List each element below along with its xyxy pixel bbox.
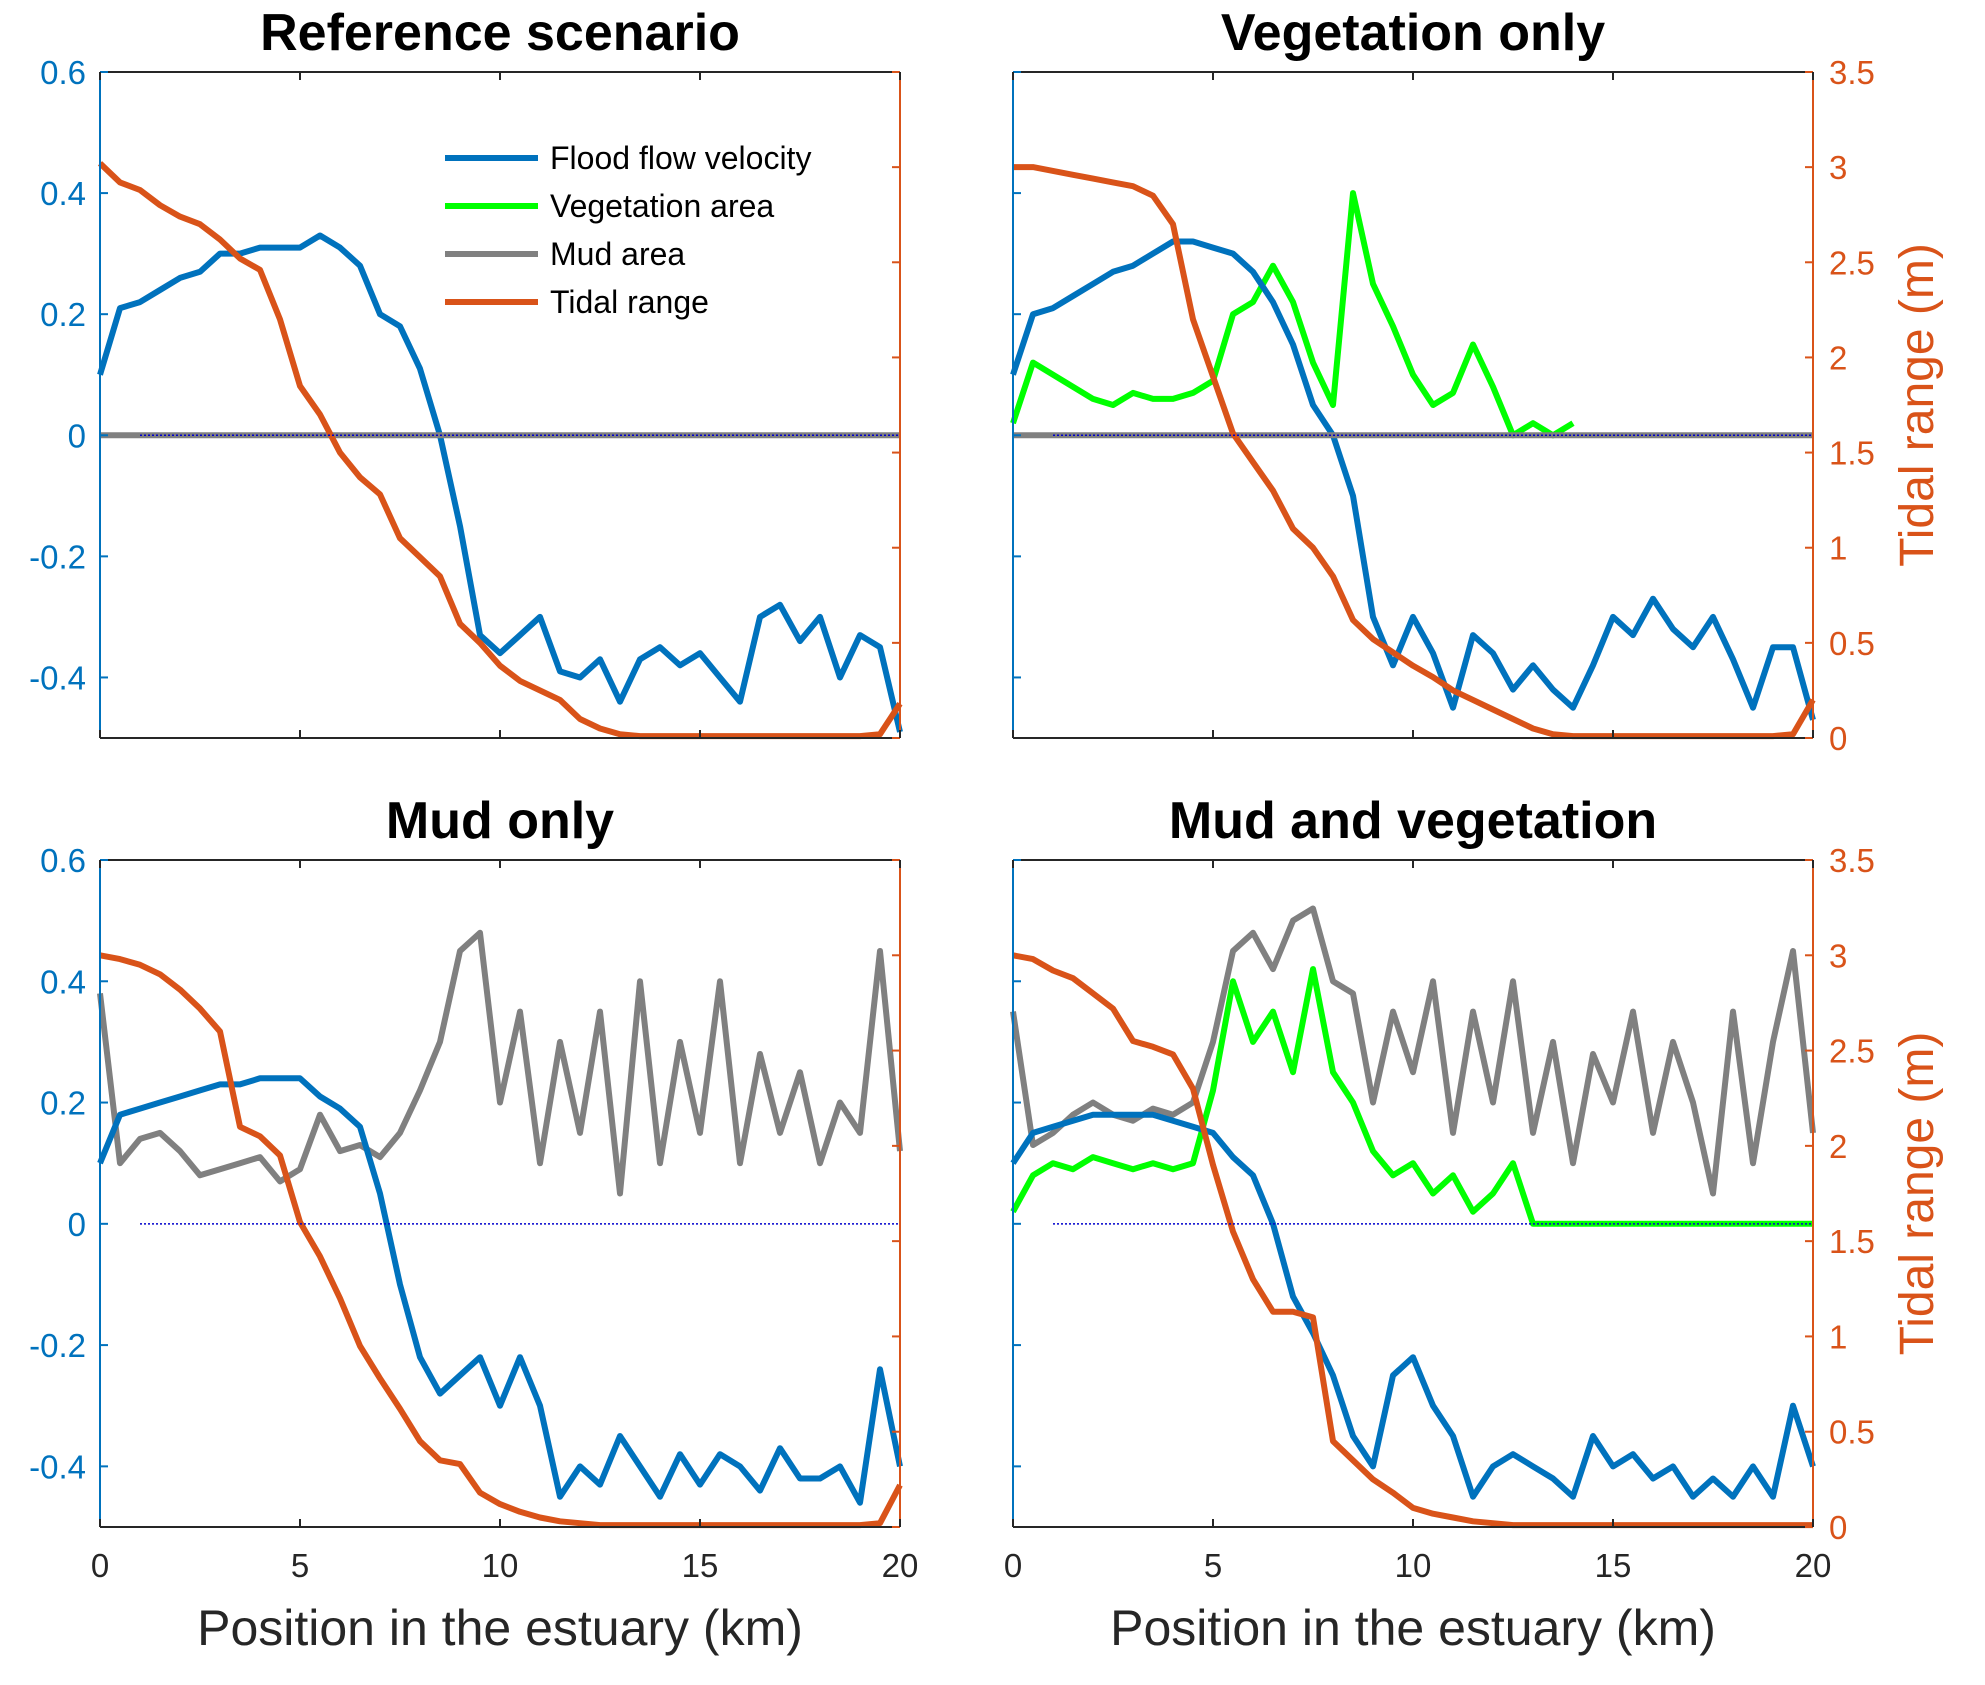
right-axis-label: Tidal range (m) [1891,243,1944,567]
series-mud-area [97,929,903,1197]
subplot-title: Reference scenario [260,4,740,62]
right-tick-label: 3 [1829,149,1847,186]
series-vegetation-area [1010,966,1813,1227]
x-axis-label: Position in the estuary (km) [1110,1600,1716,1656]
legend-entry: Tidal range [550,284,709,320]
right-tick-label: 3.5 [1829,54,1875,91]
x-tick-label: 10 [1395,1547,1432,1584]
x-tick-label: 10 [482,1547,519,1584]
series-vegetation-area [1010,190,1575,439]
legend: Flood flow velocity Vegetation area Mud ar… [445,140,811,320]
left-tick-label: -0.2 [29,538,86,575]
x-axis-label: Position in the estuary (km) [197,1600,803,1656]
left-tick-label: 0.2 [40,296,86,333]
left-tick-label: 0.4 [40,963,86,1000]
left-tick-label: -0.4 [29,659,86,696]
series-flood-flow-velocity [1010,1111,1816,1500]
series-flood-flow-velocity [97,1075,903,1506]
right-tick-label: 1 [1829,530,1847,567]
right-tick-label: 3 [1829,937,1847,974]
left-tick-label: 0.4 [40,175,86,212]
right-tick-label: 3.5 [1829,842,1875,879]
right-tick-label: 0.5 [1829,625,1875,662]
right-tick-label: 2.5 [1829,1033,1875,1070]
left-tick-label: -0.4 [29,1448,86,1485]
right-tick-label: 1.5 [1829,1223,1875,1260]
subplot-title: Mud only [386,792,614,850]
series-tidal-range [99,952,903,1529]
right-tick-label: 2 [1829,1128,1847,1165]
right-axis-label: Tidal range (m) [1891,1032,1944,1356]
subplot-3: Mud only -0.4 -0.2 0 0.2 0.4 0.6 0 5 10 15 20 Positi… [29,792,918,1656]
x-tick-label: 0 [1004,1547,1022,1584]
x-tick-label: 5 [1204,1547,1222,1584]
series-tidal-range [1013,164,1816,740]
subplot-title: Vegetation only [1221,4,1605,62]
right-tick-label: 1.5 [1829,435,1875,472]
right-tick-label: 1 [1829,1318,1847,1355]
right-tick-label: 2.5 [1829,244,1875,281]
series-tidal-range [97,161,903,740]
left-tick-label: 0.2 [40,1085,86,1122]
right-tick-label: 0 [1829,1509,1847,1546]
x-tick-label: 0 [91,1547,109,1584]
x-tick-label: 5 [291,1547,309,1584]
series-mud-area [1010,905,1816,1197]
series-flood-flow-velocity [97,232,903,733]
subplot-4: Mud and vegetation 0 0.5 1 1.5 2 2.5 3 3.5 Tidal … [1004,792,1944,1656]
left-tick-label: 0 [68,1206,86,1243]
series-tidal-range [1012,952,1813,1529]
subplot-2: Vegetation only 0 0.5 1 1.5 2 2.5 3 3.5 Tidal ran… [1010,4,1944,757]
right-tick-label: 0 [1829,720,1847,757]
x-tick-label: 20 [882,1547,919,1584]
x-tick-label: 15 [1595,1547,1632,1584]
legend-entry: Mud area [550,236,685,272]
legend-entry: Flood flow velocity [550,140,811,176]
series-flood-flow-velocity [1010,238,1816,721]
left-tick-label: 0 [68,417,86,454]
subplot-1: Reference scenario -0.4 -0.2 0 0.2 0.4 0.6 Floo… [29,4,903,740]
left-tick-label: 0.6 [40,842,86,879]
subplot-title: Mud and vegetation [1169,792,1657,850]
right-tick-label: 2 [1829,339,1847,376]
right-tick-label: 0.5 [1829,1414,1875,1451]
x-tick-label: 20 [1795,1547,1832,1584]
left-tick-label: -0.2 [29,1327,86,1364]
x-tick-label: 15 [682,1547,719,1584]
legend-entry: Vegetation area [550,188,774,224]
left-tick-label: 0.6 [40,54,86,91]
